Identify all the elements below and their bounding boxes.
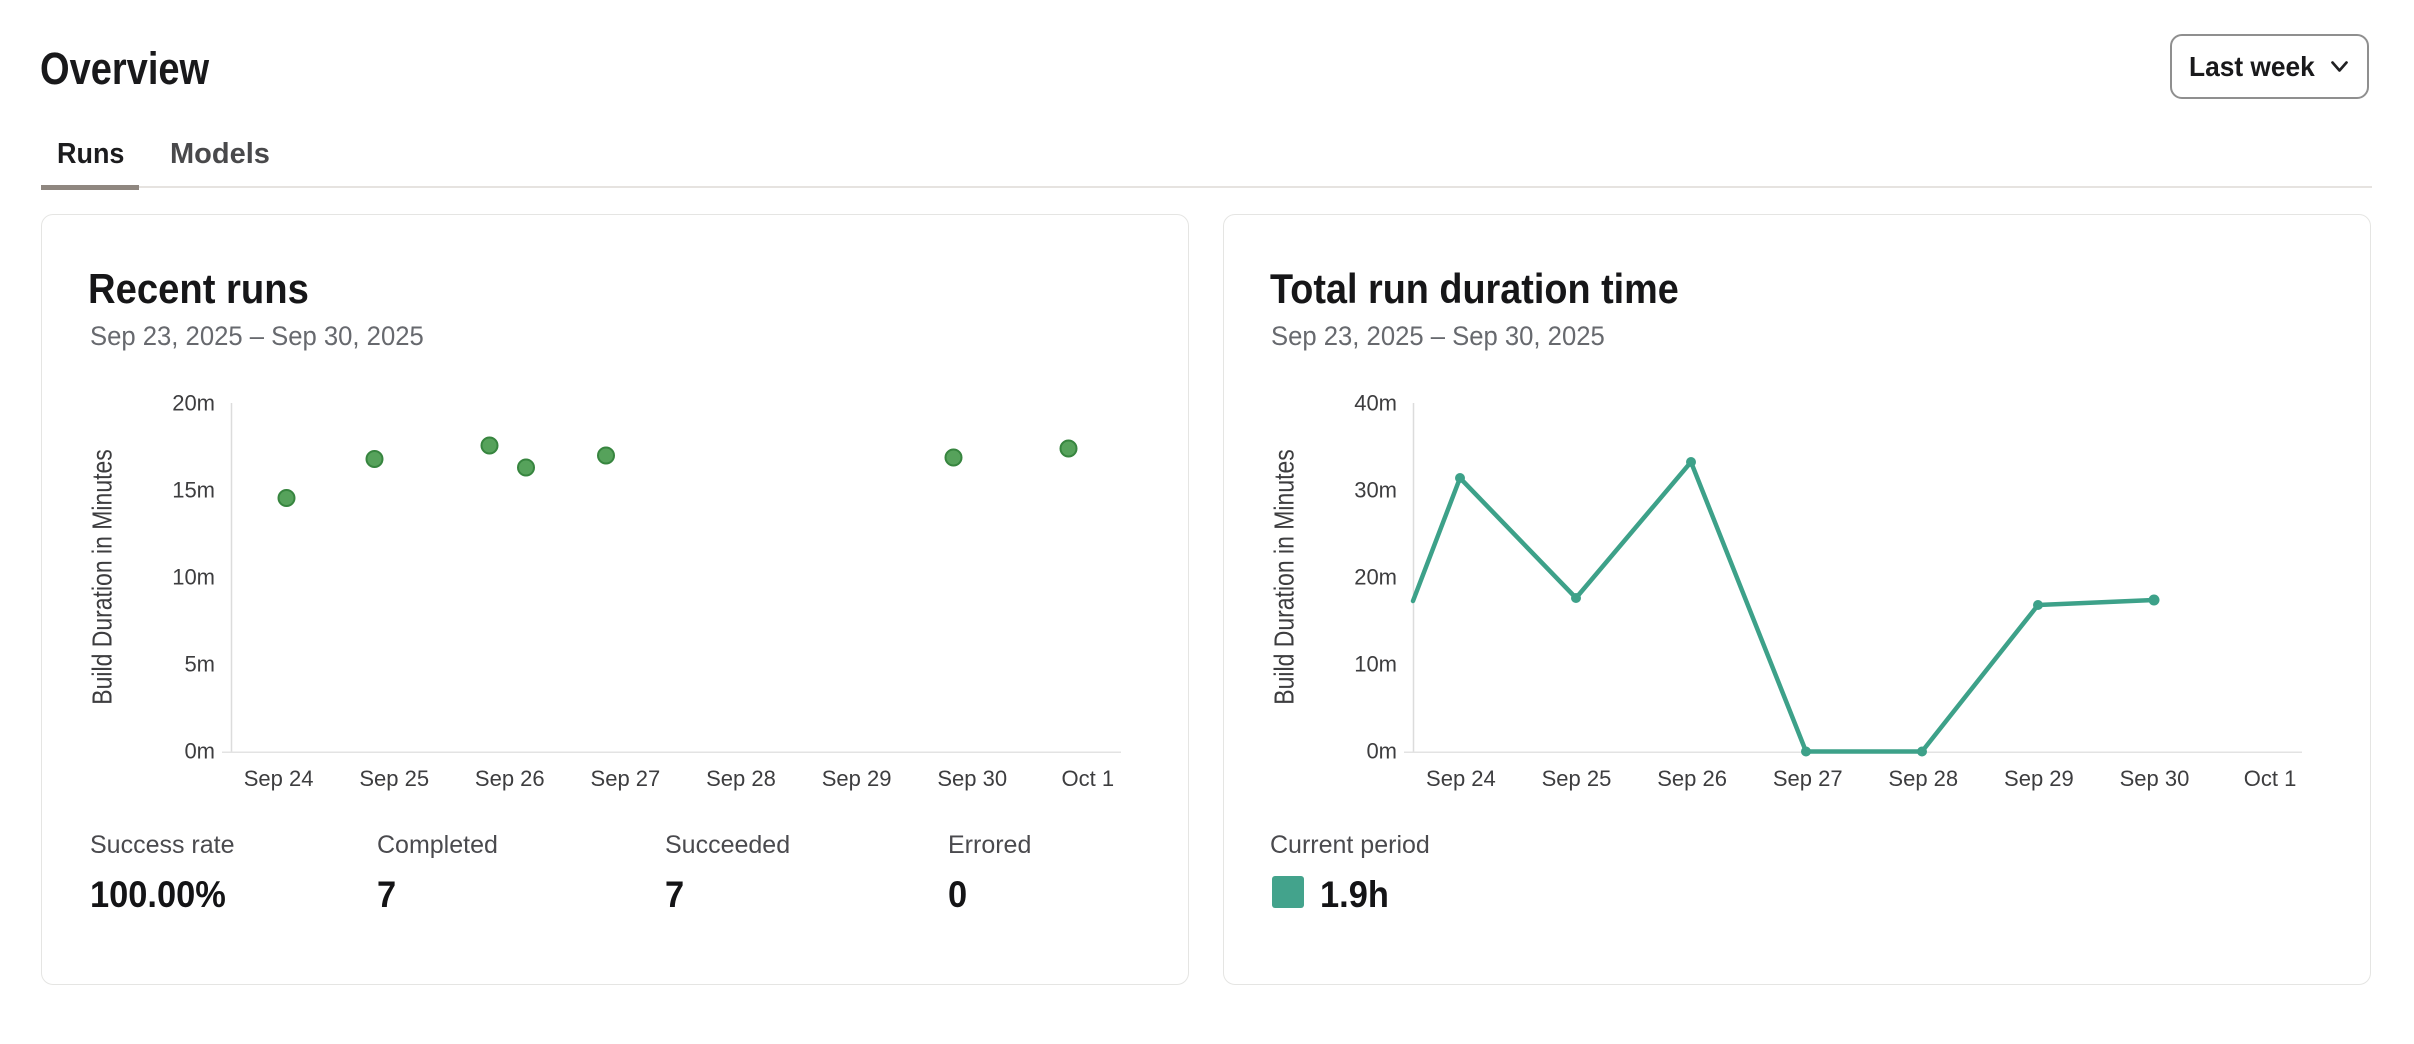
- svg-text:Sep 29: Sep 29: [822, 766, 892, 791]
- svg-text:20m: 20m: [172, 391, 215, 416]
- svg-text:10m: 10m: [1354, 652, 1397, 677]
- svg-text:0m: 0m: [184, 739, 215, 764]
- svg-text:Sep 26: Sep 26: [475, 766, 545, 791]
- svg-text:Sep 25: Sep 25: [1542, 766, 1612, 791]
- svg-text:Sep 25: Sep 25: [359, 766, 429, 791]
- svg-text:Sep 30: Sep 30: [2120, 766, 2190, 791]
- svg-text:15m: 15m: [172, 478, 215, 503]
- svg-text:Sep 28: Sep 28: [706, 766, 776, 791]
- svg-text:Build Duration in Minutes: Build Duration in Minutes: [1270, 449, 1301, 705]
- svg-text:40m: 40m: [1354, 391, 1397, 416]
- svg-text:Oct 1: Oct 1: [2244, 766, 2297, 791]
- svg-text:30m: 30m: [1354, 478, 1397, 503]
- svg-text:20m: 20m: [1354, 565, 1397, 590]
- svg-text:Build Duration in Minutes: Build Duration in Minutes: [88, 449, 119, 705]
- svg-text:5m: 5m: [184, 652, 215, 677]
- svg-text:Sep 26: Sep 26: [1657, 766, 1727, 791]
- svg-text:Sep 27: Sep 27: [1773, 766, 1843, 791]
- svg-text:Sep 24: Sep 24: [244, 766, 314, 791]
- svg-text:Sep 28: Sep 28: [1888, 766, 1958, 791]
- svg-text:Sep 24: Sep 24: [1426, 766, 1496, 791]
- svg-text:0m: 0m: [1366, 739, 1397, 764]
- svg-text:Sep 29: Sep 29: [2004, 766, 2074, 791]
- svg-text:Sep 30: Sep 30: [937, 766, 1007, 791]
- svg-text:Oct 1: Oct 1: [1062, 766, 1115, 791]
- svg-text:10m: 10m: [172, 565, 215, 590]
- svg-text:Sep 27: Sep 27: [591, 766, 661, 791]
